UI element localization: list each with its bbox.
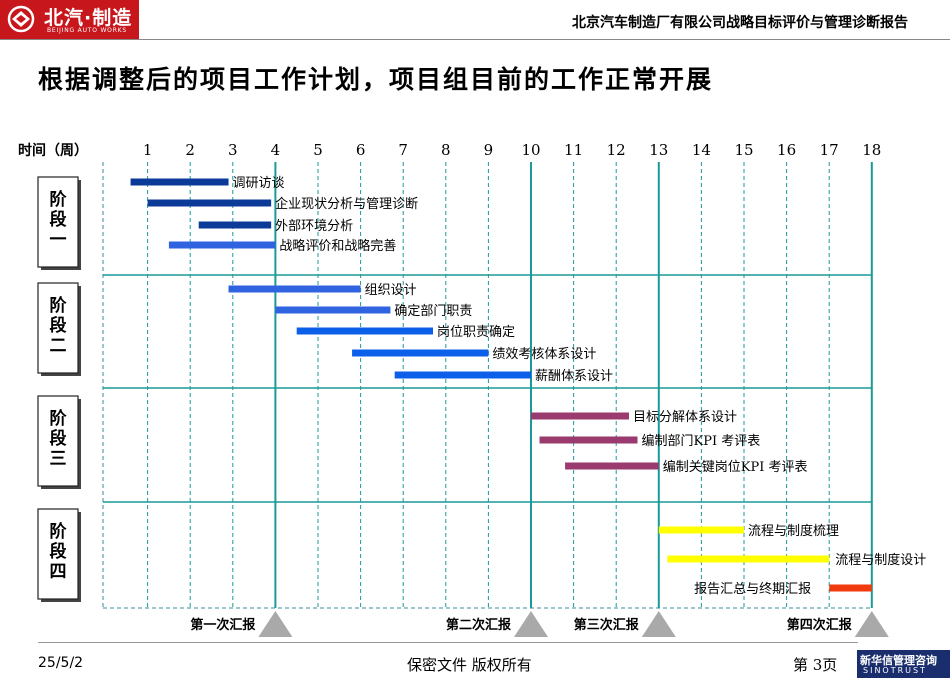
x-tick-label: 6 <box>356 141 366 159</box>
task-bar <box>228 285 361 293</box>
task-bar <box>829 584 872 592</box>
x-tick-label: 18 <box>862 141 881 159</box>
phase-label-char: 阶 <box>50 295 68 316</box>
milestone-marker <box>514 611 548 637</box>
milestone-label: 第四次汇报 <box>787 617 853 633</box>
task-bar <box>296 327 434 335</box>
task-bar <box>147 199 272 207</box>
report-title: 北京汽车制造厂有限公司战略目标评价与管理诊断报告 <box>572 15 908 31</box>
x-tick-label: 11 <box>564 141 583 159</box>
sinotrust-logo: 新华信管理咨询 SINOTRUST <box>857 650 950 678</box>
task-label: 调研访谈 <box>233 176 285 191</box>
milestone-marker <box>854 611 889 637</box>
task-bar <box>539 436 638 444</box>
task-bar <box>198 221 272 229</box>
car-emblem-icon <box>7 5 35 33</box>
task-label: 编制关键岗位KPI 考评表 <box>663 460 808 475</box>
x-tick-label: 13 <box>649 141 668 159</box>
task-bar <box>531 412 629 420</box>
task-label: 确定部门职责 <box>394 304 472 319</box>
task-bar <box>130 178 229 186</box>
task-label: 流程与制度设计 <box>835 552 926 568</box>
task-bar <box>658 526 744 534</box>
footer-divider <box>38 642 858 643</box>
phase-label-char: 阶 <box>50 189 68 210</box>
x-tick-label: 1 <box>143 141 153 159</box>
phase-box <box>37 508 79 600</box>
slide-title: 根据调整后的项目工作计划，项目组目前的工作正常开展 <box>38 65 714 94</box>
x-axis-label: 时间（周） <box>18 142 88 159</box>
task-bar <box>168 241 276 249</box>
x-tick-label: 16 <box>777 141 796 159</box>
phase-box <box>37 395 79 487</box>
milestone-marker <box>641 611 676 637</box>
phase-label-char: 三 <box>50 449 67 469</box>
page-number: 第 3页 <box>793 656 838 674</box>
x-tick-label: 8 <box>441 141 451 159</box>
phase-label-char: 四 <box>50 562 67 582</box>
x-tick-label: 3 <box>228 141 238 159</box>
task-label: 战略评价和战略完善 <box>279 238 396 254</box>
x-tick-label: 14 <box>692 141 711 159</box>
task-bar <box>352 349 489 357</box>
phase-label-char: 段 <box>50 428 67 449</box>
footer-date: 25/5/2 <box>38 655 84 671</box>
task-label: 企业现状分析与管理诊断 <box>275 196 418 212</box>
phase-label-char: 一 <box>50 230 67 250</box>
phase-label-char: 段 <box>50 315 67 336</box>
task-label: 编制部门KPI 考评表 <box>642 434 761 449</box>
task-bar <box>565 462 659 470</box>
phase-box <box>37 282 79 374</box>
phase-box <box>37 176 79 268</box>
task-label: 流程与制度梳理 <box>748 523 839 539</box>
task-label: 绩效考核体系设计 <box>492 347 596 362</box>
x-tick-label: 2 <box>185 141 195 159</box>
task-label: 报告汇总与终期汇报 <box>694 581 811 597</box>
phase-label-char: 二 <box>50 336 67 356</box>
phase-label-char: 阶 <box>50 408 68 429</box>
task-bar <box>667 555 830 563</box>
phase-label-char: 段 <box>50 541 67 562</box>
beijing-auto-logo: 北汽·制造 BEIJING AUTO WORKS <box>0 0 139 39</box>
milestone-label: 第二次汇报 <box>446 617 512 633</box>
x-tick-label: 4 <box>271 141 281 159</box>
x-tick-label: 7 <box>398 141 408 159</box>
task-label: 组织设计 <box>365 283 417 298</box>
logo-subtext: BEIJING AUTO WORKS <box>47 27 128 34</box>
task-label: 外部环境分析 <box>275 219 353 234</box>
x-tick-label: 9 <box>484 141 494 159</box>
phase-label-char: 阶 <box>50 521 68 542</box>
task-label: 岗位职责确定 <box>437 325 515 340</box>
x-tick-label: 12 <box>607 141 626 159</box>
footer-confidential: 保密文件 版权所有 <box>407 656 532 674</box>
milestone-label: 第一次汇报 <box>190 617 256 633</box>
milestone-label: 第三次汇报 <box>574 617 640 633</box>
task-label: 目标分解体系设计 <box>633 410 737 425</box>
x-tick-label: 15 <box>734 141 753 159</box>
task-label: 薪酬体系设计 <box>535 369 613 384</box>
consultant-name: 新华信管理咨询 <box>860 654 937 667</box>
logo-text: 北汽·制造 <box>44 7 133 29</box>
x-tick-label: 17 <box>820 141 839 159</box>
header-divider <box>0 39 950 40</box>
x-tick-label: 10 <box>521 141 540 159</box>
phase-label-char: 段 <box>50 209 67 230</box>
consultant-en: SINOTRUST <box>863 666 927 675</box>
x-tick-label: 5 <box>313 141 323 159</box>
task-bar <box>394 371 531 379</box>
task-bar <box>275 306 391 314</box>
milestone-marker <box>258 611 293 637</box>
